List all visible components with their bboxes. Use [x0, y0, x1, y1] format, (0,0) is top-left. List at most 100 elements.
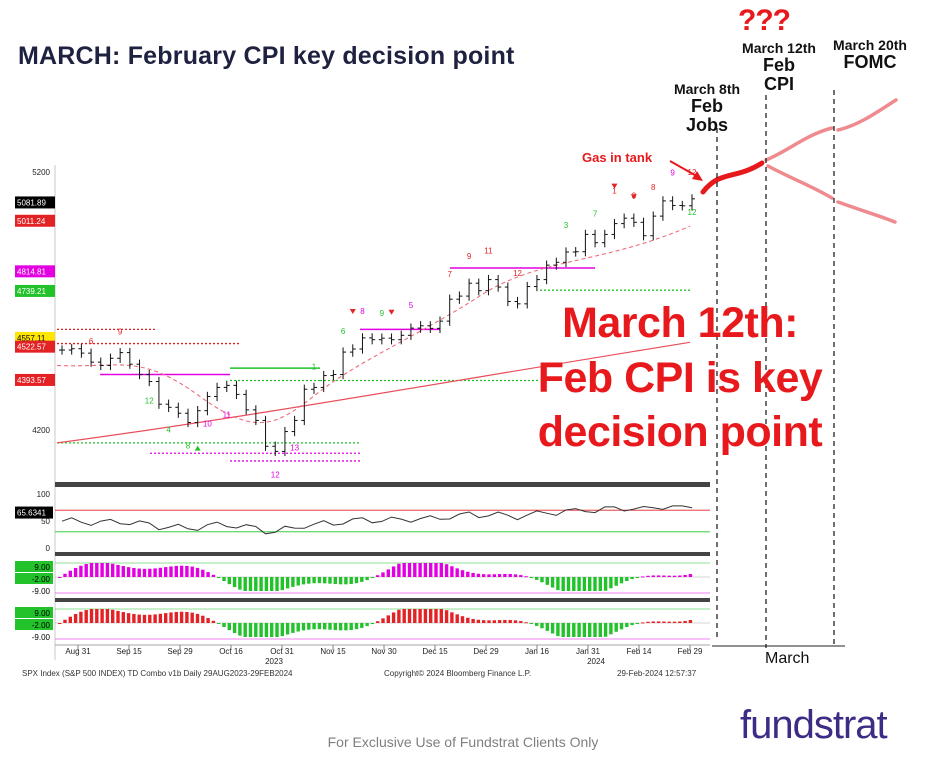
td-count: 5: [409, 301, 414, 310]
hist-bar: [179, 565, 184, 577]
panel-divider: [55, 482, 710, 487]
hist-bar: [158, 613, 163, 623]
x-tick-label: Dec 29: [473, 647, 499, 656]
hist-bar: [89, 609, 94, 623]
hist-bar: [344, 623, 348, 631]
panel-divider: [55, 552, 710, 556]
event-date: March 20th: [825, 38, 915, 53]
hist-bar: [105, 609, 110, 623]
hist-bar: [217, 623, 221, 624]
hist-bar: [142, 568, 147, 577]
hist-bar: [285, 577, 290, 589]
hist-bar: [217, 577, 221, 578]
hist-bar: [450, 612, 454, 623]
hist-bar: [651, 621, 655, 623]
hist-bar: [354, 577, 359, 584]
hist-bar: [641, 622, 645, 624]
hist-bar: [264, 623, 269, 637]
hist-bar: [577, 577, 581, 591]
hist-bar: [100, 563, 104, 577]
hist-bar: [126, 613, 131, 623]
hist-bar: [582, 577, 587, 591]
hist-bar: [105, 563, 110, 577]
td-count: 9: [670, 169, 675, 178]
hist-bar: [307, 577, 311, 584]
hist-bar: [588, 577, 592, 591]
sell-arrow: [349, 308, 356, 314]
hist-bar: [275, 577, 279, 591]
hist-bar: [656, 621, 661, 623]
hist-bar: [429, 563, 433, 577]
hist-bar: [111, 609, 115, 623]
hist-bar: [609, 577, 613, 589]
x-tick-label: Sep 15: [116, 647, 142, 656]
hist-bar: [508, 573, 512, 577]
hist-bar: [201, 569, 205, 577]
td-count: 11: [223, 410, 232, 419]
hist-bar: [222, 577, 226, 582]
hist-bar: [370, 577, 375, 578]
hist-bar: [275, 623, 279, 637]
hist-bar: [169, 566, 173, 577]
indicator-label: -2.00: [32, 621, 51, 630]
event-jobs: March 8th Feb Jobs: [662, 82, 752, 134]
hist-bar: [444, 564, 449, 577]
hist-bar: [503, 573, 507, 577]
hist-bar: [460, 570, 465, 577]
hist-bar: [169, 612, 173, 623]
td-count: 1: [312, 362, 317, 371]
event-line: Jobs: [685, 114, 728, 135]
hist-bar: [487, 574, 491, 577]
hist-bar: [556, 623, 560, 637]
hist-bar: [487, 620, 491, 623]
indicator-label-box: [15, 585, 53, 596]
hist-bar: [354, 623, 359, 630]
hist-bar: [630, 577, 634, 580]
disclaimer: For Exclusive Use of Fundstrat Clients O…: [327, 734, 599, 750]
td-count: 12: [688, 208, 697, 217]
td-count: 13: [290, 443, 299, 452]
hist-bar: [402, 609, 406, 623]
hist-bar: [95, 563, 99, 577]
hist-bar: [116, 610, 120, 623]
hist-bar: [667, 621, 671, 623]
event-date-text: March 12th: [742, 40, 816, 56]
hist-bar: [572, 623, 576, 637]
hist-bar: [227, 623, 231, 631]
hist-bar: [524, 622, 528, 624]
hist-bar: [174, 611, 178, 623]
hist-bar: [174, 565, 178, 577]
hist-bar: [434, 563, 438, 577]
footer-copyright: Copyright© 2024 Bloomberg Finance L.P.: [384, 669, 532, 678]
hist-bar: [185, 611, 189, 623]
hist-bar: [566, 623, 571, 637]
hist-bar: [153, 614, 157, 623]
hist-bar: [317, 577, 322, 584]
hist-bar: [407, 609, 412, 623]
gas-in-tank-label: Gas in tank: [582, 150, 653, 165]
hist-bar: [434, 609, 438, 623]
hist-bar: [614, 623, 618, 632]
hist-bar: [683, 574, 687, 577]
hist-bar: [476, 573, 481, 577]
hist-bar: [142, 614, 147, 623]
hist-bar: [89, 563, 94, 577]
hist-bar: [259, 577, 263, 591]
hist-bar: [450, 566, 454, 577]
hist-bar: [619, 577, 624, 584]
hist-bar: [132, 567, 136, 577]
callout-line: decision point: [537, 408, 823, 457]
hist-bar: [338, 577, 343, 585]
hist-bar: [508, 619, 512, 623]
hist-bar: [296, 577, 300, 586]
hist-bar: [111, 563, 115, 577]
hist-bar: [407, 563, 412, 577]
hist-bar: [227, 577, 231, 585]
hist-bar: [609, 623, 613, 635]
rsi-line: [61, 505, 693, 535]
hist-bar: [259, 623, 263, 637]
ma-50: [56, 225, 691, 423]
hist-bar: [497, 620, 502, 623]
hist-bar: [254, 577, 258, 591]
hist-bar: [84, 564, 88, 577]
